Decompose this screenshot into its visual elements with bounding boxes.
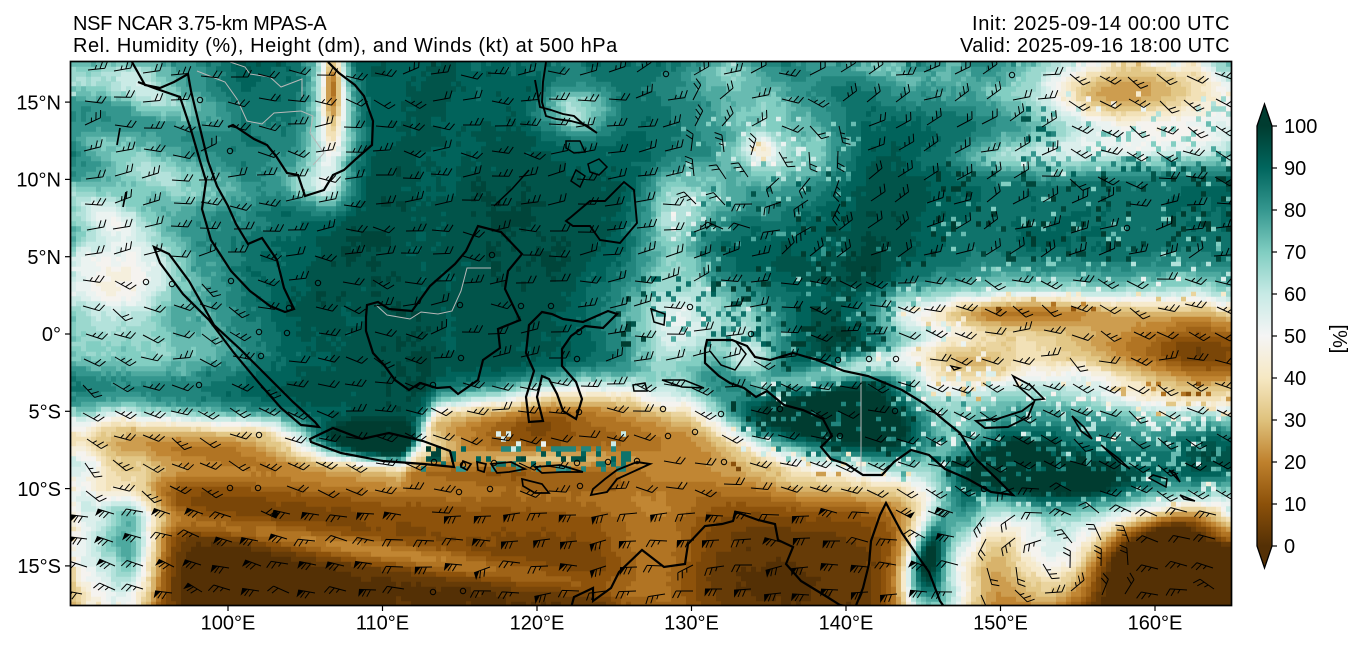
svg-text:0°: 0°	[42, 324, 61, 346]
svg-text:140°E: 140°E	[819, 613, 874, 635]
svg-text:Init: 2025-09-14 00:00 UTC: Init: 2025-09-14 00:00 UTC	[972, 13, 1230, 35]
svg-text:100°E: 100°E	[201, 613, 256, 635]
svg-text:5°S: 5°S	[29, 402, 61, 424]
svg-text:160°E: 160°E	[1128, 613, 1183, 635]
svg-text:120°E: 120°E	[510, 613, 565, 635]
svg-text:100: 100	[1284, 116, 1317, 138]
svg-text:90: 90	[1284, 158, 1306, 180]
svg-text:60: 60	[1284, 284, 1306, 306]
svg-text:110°E: 110°E	[356, 613, 409, 635]
svg-text:NSF NCAR 3.75-km MPAS-A: NSF NCAR 3.75-km MPAS-A	[73, 13, 327, 35]
svg-text:15°N: 15°N	[16, 92, 61, 114]
svg-text:10: 10	[1284, 494, 1306, 516]
svg-text:15°S: 15°S	[17, 556, 61, 578]
svg-text:50: 50	[1284, 326, 1306, 348]
svg-text:20: 20	[1284, 452, 1306, 474]
svg-text:80: 80	[1284, 200, 1306, 222]
svg-text:70: 70	[1284, 242, 1306, 264]
svg-text:[%]: [%]	[1328, 325, 1350, 354]
svg-text:40: 40	[1284, 368, 1306, 390]
svg-text:150°E: 150°E	[973, 613, 1028, 635]
svg-text:10°S: 10°S	[17, 479, 61, 501]
svg-text:5°N: 5°N	[27, 247, 61, 269]
svg-text:30: 30	[1284, 410, 1306, 432]
svg-text:130°E: 130°E	[664, 613, 719, 635]
svg-text:Valid: 2025-09-16 18:00 UTC: Valid: 2025-09-16 18:00 UTC	[960, 35, 1230, 57]
svg-text:Rel. Humidity (%), Height (dm): Rel. Humidity (%), Height (dm), and Wind…	[73, 35, 618, 57]
svg-text:10°N: 10°N	[16, 170, 61, 192]
svg-text:0: 0	[1284, 536, 1295, 558]
